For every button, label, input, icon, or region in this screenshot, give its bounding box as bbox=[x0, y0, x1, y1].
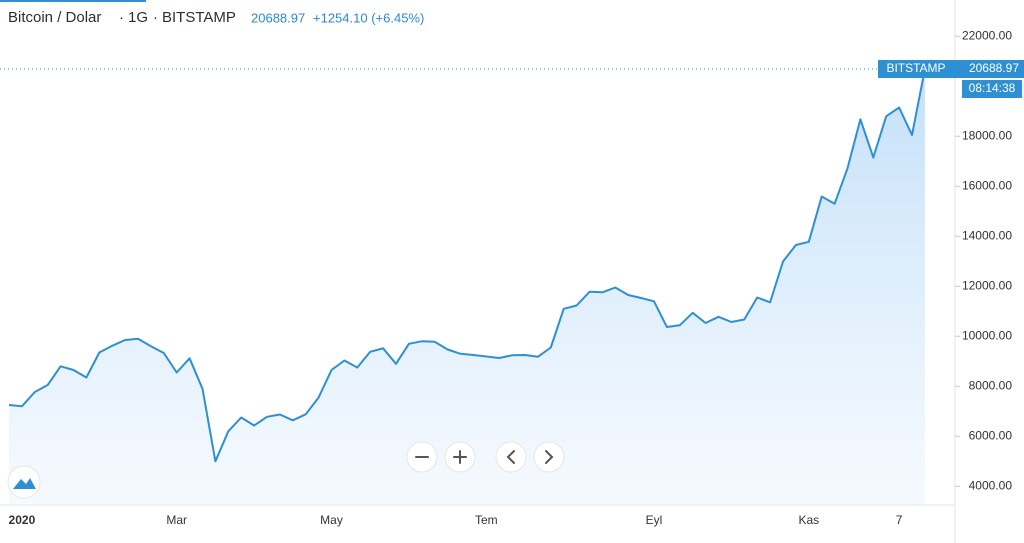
x-tick-label: Kas bbox=[798, 513, 819, 527]
interval: 1G bbox=[128, 9, 148, 26]
x-tick-label: Mar bbox=[166, 513, 187, 527]
countdown-bg bbox=[962, 80, 1022, 99]
separator: · bbox=[119, 9, 124, 26]
y-tick-label: 14000.00 bbox=[962, 228, 1012, 242]
plot-area bbox=[8, 68, 926, 505]
y-tick-label: 8000.00 bbox=[969, 378, 1013, 392]
x-tick-label: Tem bbox=[475, 513, 498, 527]
price-change: +1254.10 (+6.45%) bbox=[313, 10, 424, 25]
area-fill bbox=[9, 69, 925, 505]
price-tag-bg bbox=[955, 60, 1024, 79]
x-tick-label: 2020 bbox=[9, 513, 36, 527]
y-tick-label: 22000.00 bbox=[962, 28, 1012, 42]
x-tick-label: Eyl bbox=[646, 513, 663, 527]
zoom-in-button[interactable] bbox=[444, 441, 476, 473]
y-tick-label: 6000.00 bbox=[969, 428, 1013, 442]
y-tick-label: 16000.00 bbox=[962, 178, 1012, 192]
price-tag: 20688.97 bbox=[969, 61, 1019, 75]
exchange-tag-bg bbox=[878, 60, 955, 79]
separator: · bbox=[153, 9, 158, 26]
scroll-right-button[interactable] bbox=[533, 441, 565, 473]
symbol: Bitcoin / Dolar bbox=[8, 9, 101, 26]
exchange: BITSTAMP bbox=[162, 9, 236, 26]
countdown: 08:14:38 bbox=[969, 81, 1016, 95]
last-price: 20688.97 bbox=[251, 10, 305, 25]
logo-button[interactable] bbox=[7, 465, 41, 499]
exchange-tag: BITSTAMP bbox=[886, 61, 945, 75]
y-tick-label: 18000.00 bbox=[962, 128, 1012, 142]
price-line bbox=[8, 68, 926, 463]
x-tick-label: 7 bbox=[896, 513, 903, 527]
zoom-out-button[interactable] bbox=[406, 441, 438, 473]
y-tick-label: 4000.00 bbox=[969, 478, 1013, 492]
y-tick-label: 10000.00 bbox=[962, 328, 1012, 342]
x-tick-label: May bbox=[320, 513, 343, 527]
y-tick-label: 12000.00 bbox=[962, 278, 1012, 292]
scroll-left-button[interactable] bbox=[495, 441, 527, 473]
